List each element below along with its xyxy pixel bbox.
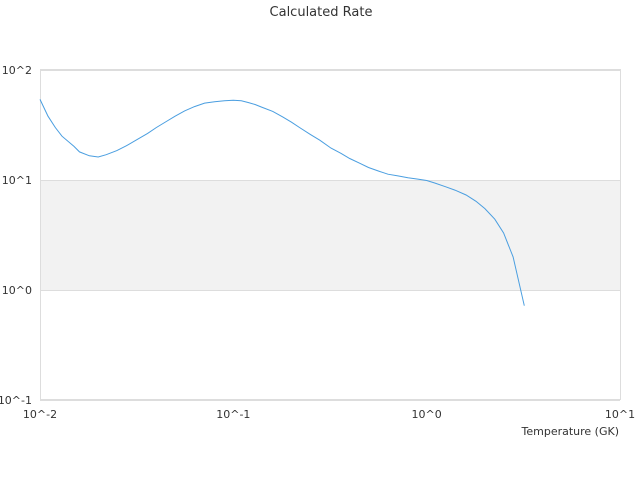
y-tick-label: 10^1 bbox=[2, 174, 32, 187]
x-axis-label: Temperature (GK) bbox=[521, 425, 620, 438]
y-tick-label: 10^0 bbox=[2, 284, 32, 297]
x-tick-label: 10^-2 bbox=[23, 408, 57, 421]
series-line bbox=[39, 99, 525, 306]
grid-layer bbox=[40, 70, 620, 401]
x-tick-label: 10^1 bbox=[605, 408, 635, 421]
series-layer bbox=[39, 99, 525, 306]
y-tick-label: 10^-1 bbox=[0, 394, 32, 407]
chart-title: Calculated Rate bbox=[270, 5, 373, 20]
y-tick-label: 10^2 bbox=[2, 64, 32, 77]
plot-border bbox=[40, 69, 621, 400]
shaded-band-layer bbox=[40, 180, 620, 290]
shaded-band bbox=[40, 180, 620, 290]
x-tick-label: 10^-1 bbox=[216, 408, 250, 421]
tick-label-layer: 10^-110^010^110^210^-2 10^-1 10^0 10^1 bbox=[0, 64, 635, 421]
x-tick-label: 10^0 bbox=[412, 408, 442, 421]
